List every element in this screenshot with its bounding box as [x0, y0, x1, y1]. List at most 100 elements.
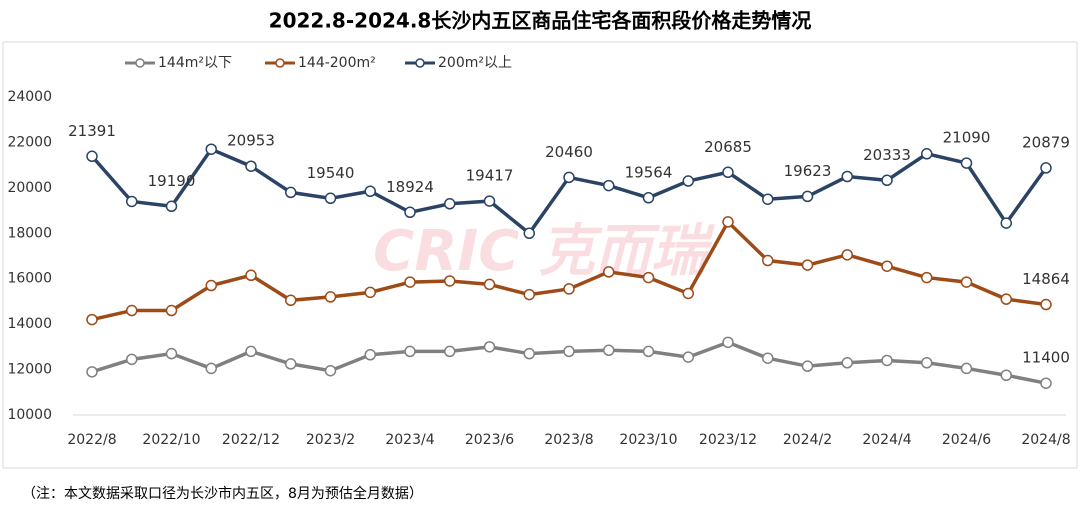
point	[523, 227, 535, 240]
point	[603, 344, 615, 357]
point	[444, 198, 456, 210]
point	[1040, 377, 1052, 389]
point	[245, 269, 257, 282]
point	[364, 349, 376, 361]
data-label: 19623	[784, 162, 832, 180]
x-tick-label: 2023/2	[306, 432, 355, 448]
point	[563, 283, 575, 295]
point	[523, 288, 535, 301]
point	[444, 275, 456, 287]
x-tick-label: 2024/2	[783, 432, 832, 448]
x-tick-label: 2024/6	[942, 432, 991, 448]
point	[841, 249, 853, 261]
point	[642, 271, 655, 284]
point	[722, 166, 734, 179]
chart-title: 2022.8-2024.8长沙内五区商品住宅各面积段价格走势情况	[269, 9, 812, 33]
point	[960, 276, 973, 288]
point	[881, 174, 893, 187]
point	[165, 304, 178, 317]
point	[762, 193, 774, 205]
point	[285, 294, 297, 307]
point	[682, 351, 694, 363]
point	[1000, 293, 1012, 305]
y-tick-label: 20000	[7, 180, 52, 196]
data-label: 20685	[704, 138, 752, 156]
point	[1040, 162, 1052, 174]
point	[404, 206, 416, 219]
point	[444, 345, 456, 358]
point	[682, 175, 694, 187]
point	[642, 345, 655, 358]
x-tick-label: 2022/8	[67, 432, 116, 448]
point	[1000, 369, 1012, 381]
x-tick-label: 2023/6	[465, 432, 514, 448]
point	[960, 157, 973, 169]
data-label: 21391	[68, 122, 116, 140]
data-label: 20460	[545, 143, 593, 161]
point	[364, 185, 376, 198]
point	[165, 347, 178, 360]
y-tick-label: 10000	[7, 407, 52, 423]
data-label: 19190	[148, 172, 196, 190]
data-label: 18924	[386, 178, 434, 196]
point	[285, 358, 297, 370]
point	[404, 345, 416, 358]
point	[324, 364, 337, 377]
y-tick-label: 24000	[7, 89, 52, 105]
x-tick-label: 2024/4	[862, 432, 911, 448]
x-tick-label: 2024/8	[1021, 432, 1070, 448]
data-label: 19564	[625, 163, 673, 181]
legend-label: 144m²以下	[158, 55, 232, 71]
legend-marker	[135, 58, 145, 68]
point	[563, 345, 575, 358]
point	[841, 170, 853, 183]
footnote: （注：本文数据采取口径为长沙市内五区，8月为预估全月数据）	[22, 485, 423, 502]
point	[881, 260, 893, 272]
point	[642, 192, 655, 204]
x-tick-label: 2023/12	[699, 432, 757, 448]
point	[801, 190, 814, 203]
data-label: 19540	[307, 164, 355, 182]
point	[126, 353, 138, 366]
point	[841, 357, 853, 369]
y-tick-label: 22000	[7, 134, 52, 150]
data-label: 11400	[1022, 349, 1070, 367]
point	[86, 366, 98, 378]
point	[722, 336, 734, 349]
data-label: 19417	[466, 167, 514, 185]
point	[404, 276, 416, 288]
data-label: 20953	[227, 132, 275, 150]
legend-label: 144-200m²	[298, 55, 376, 71]
data-label: 14864	[1022, 270, 1070, 288]
point	[960, 362, 973, 375]
point	[563, 171, 575, 184]
point	[603, 179, 615, 192]
legend-marker	[275, 58, 285, 68]
point	[86, 313, 98, 326]
point	[921, 357, 933, 369]
point	[245, 345, 257, 358]
point	[801, 360, 814, 372]
x-tick-label: 2023/8	[544, 432, 593, 448]
point	[324, 192, 337, 205]
data-label: 20879	[1022, 133, 1070, 151]
point	[165, 200, 178, 213]
point	[126, 195, 138, 208]
point	[205, 279, 217, 292]
legend-marker	[415, 58, 425, 68]
point	[86, 150, 98, 163]
point	[285, 186, 297, 199]
y-tick-label: 16000	[7, 271, 52, 287]
point	[921, 271, 933, 284]
x-tick-label: 2023/4	[385, 432, 434, 448]
data-label: 21090	[943, 129, 991, 147]
data-label: 20333	[863, 146, 911, 164]
point	[603, 266, 615, 278]
point	[722, 216, 734, 228]
point	[483, 195, 496, 207]
point	[762, 352, 774, 364]
point	[801, 259, 814, 271]
point	[1040, 298, 1052, 311]
point	[762, 254, 774, 267]
